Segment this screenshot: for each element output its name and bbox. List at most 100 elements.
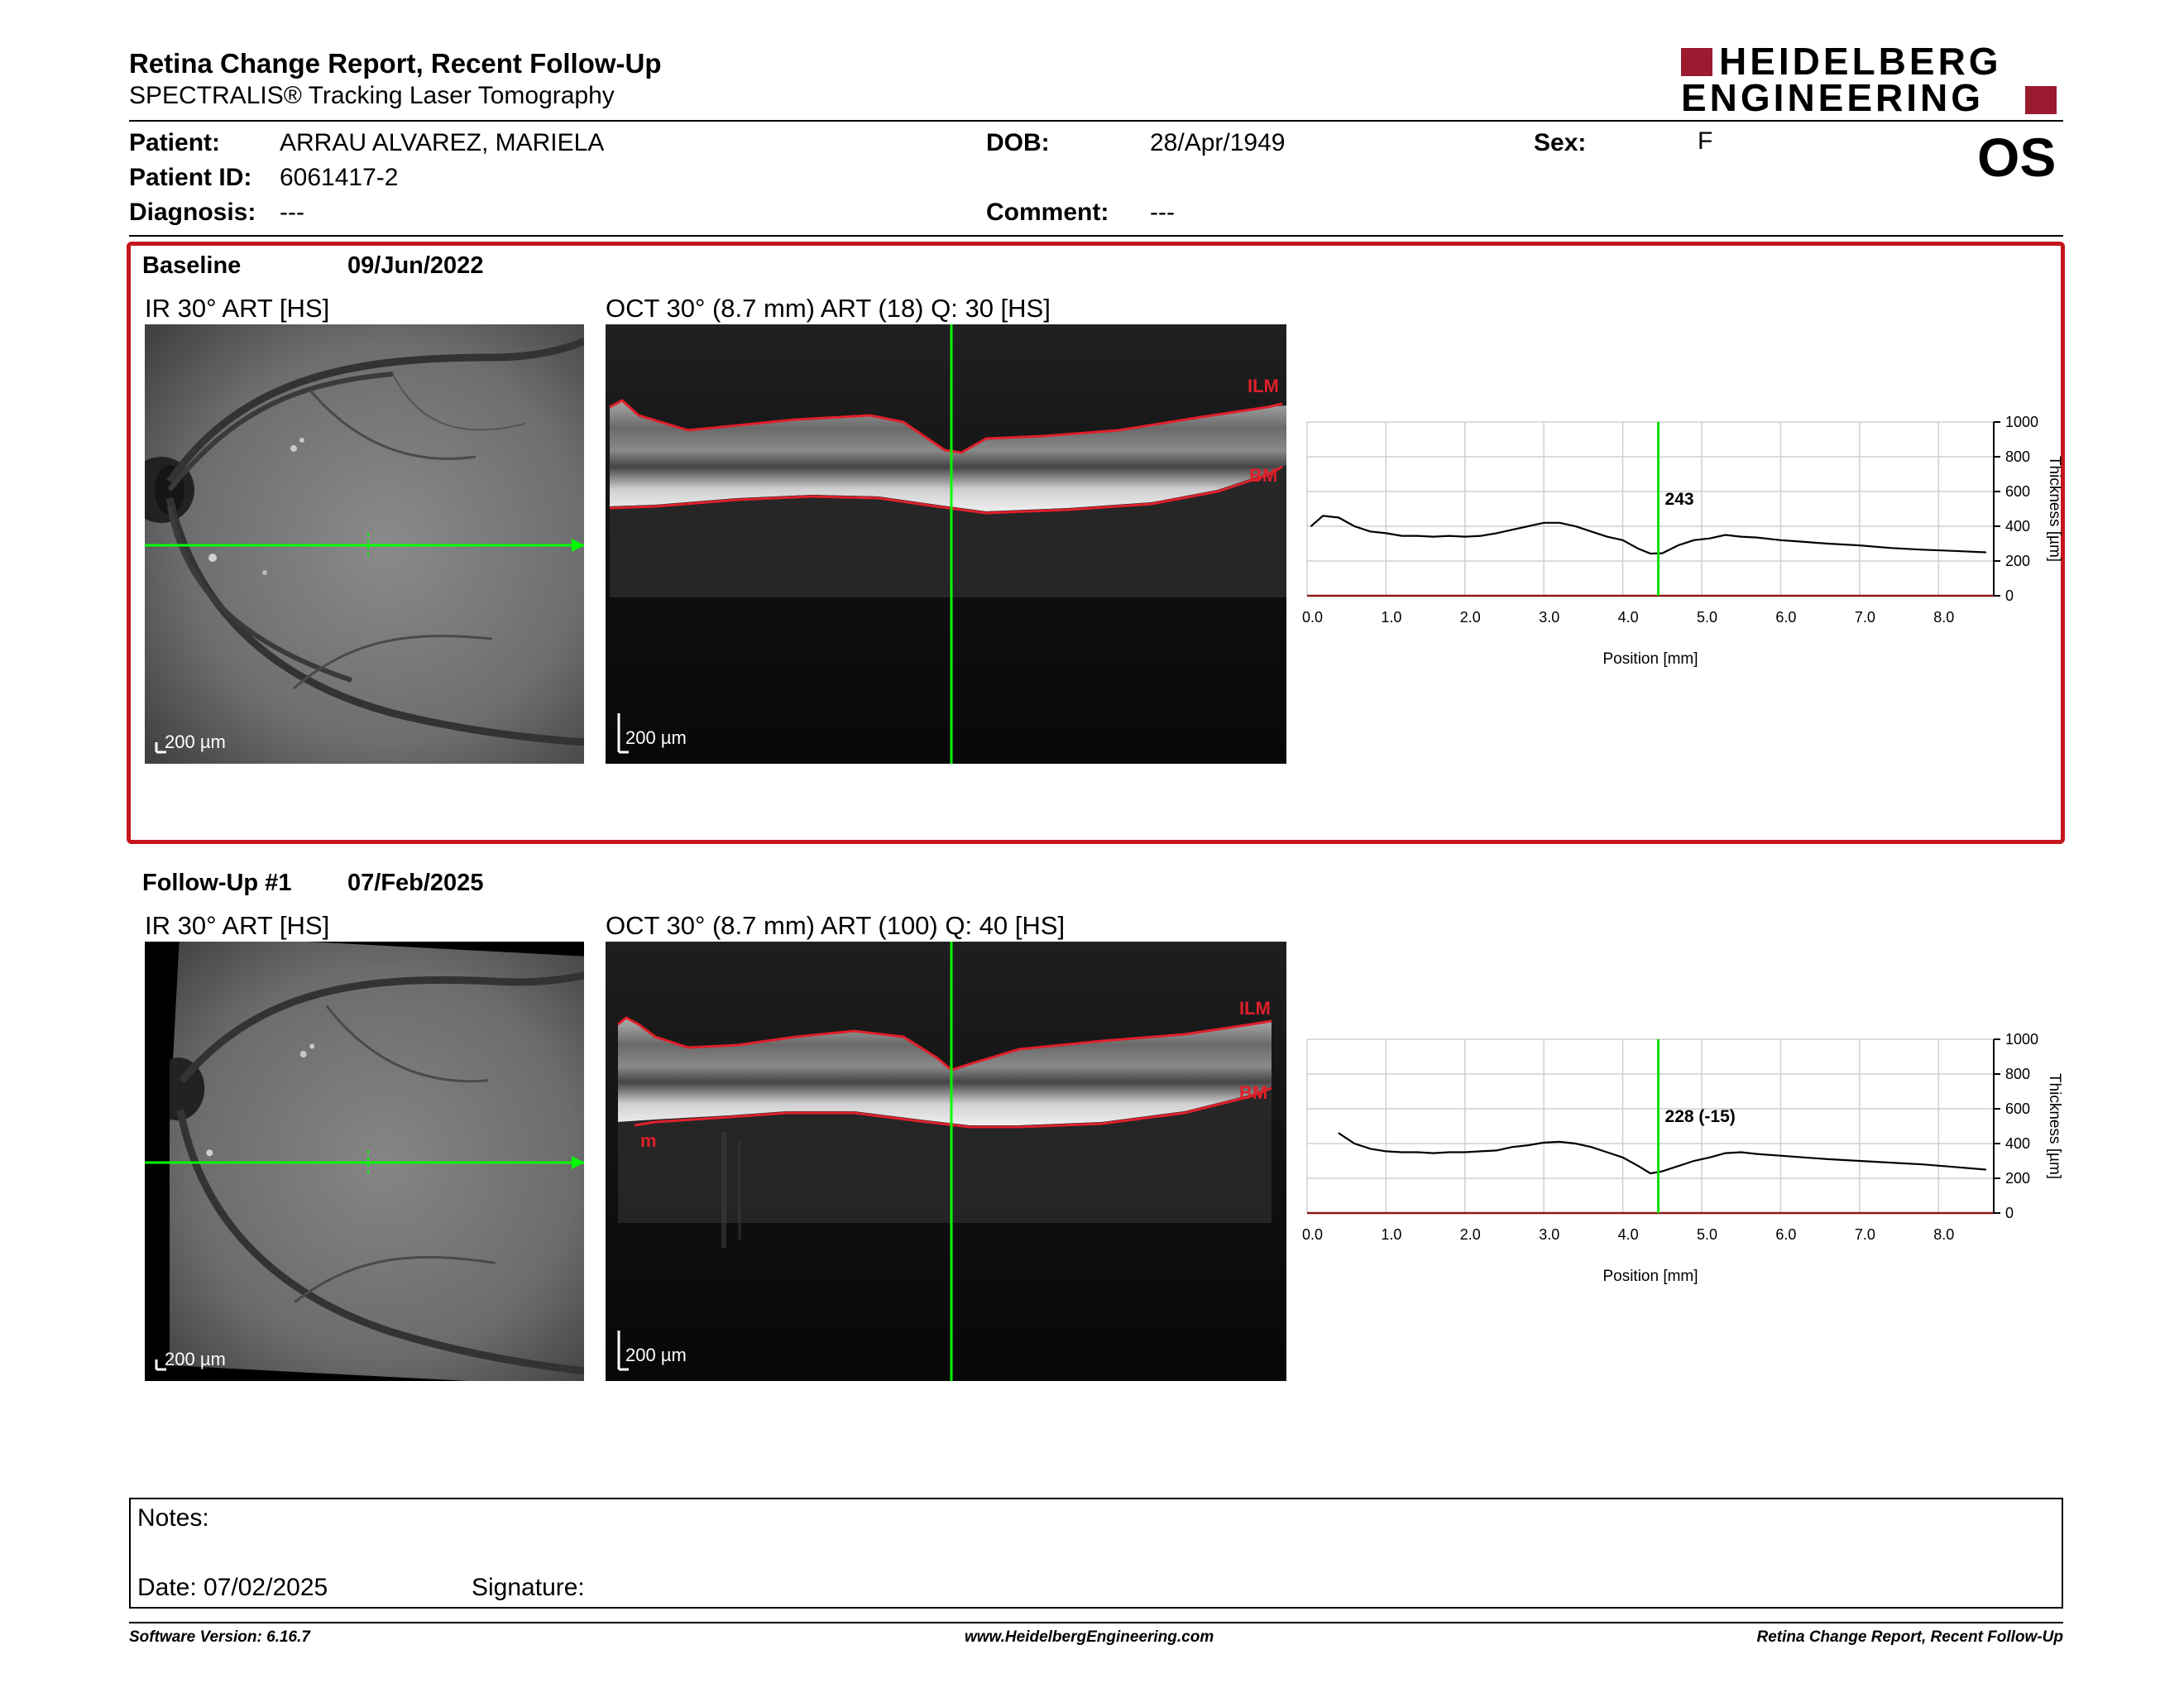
thickness-point: [1448, 535, 1450, 537]
thickness-point: [1432, 535, 1434, 538]
thickness-point: [1496, 1149, 1497, 1152]
thickness-point: [1574, 1143, 1577, 1144]
patient-id-label: Patient ID:: [129, 164, 252, 191]
thickness-point: [1559, 1141, 1561, 1143]
y-tick-label: 800: [2005, 448, 2030, 465]
thickness-point: [1338, 516, 1339, 519]
thickness-point: [1693, 539, 1695, 541]
thickness-point: [1677, 544, 1679, 546]
followup-bm-label: BM: [1239, 1082, 1268, 1103]
baseline-bm-label: BM: [1249, 465, 1278, 486]
thickness-point: [1606, 535, 1608, 538]
thickness-line: [1310, 515, 1986, 555]
comment-value: ---: [1150, 199, 1175, 226]
thickness-point: [1755, 536, 1758, 539]
y-axis-label: Thickness [µm]: [2046, 1073, 2063, 1179]
y-tick-label: 0: [2005, 587, 2014, 604]
y-axis-label: Thickness [µm]: [2046, 456, 2063, 562]
baseline-ir-title: IR 30° ART [HS]: [145, 294, 330, 323]
thickness-point: [1755, 1153, 1758, 1155]
thickness-point: [1559, 522, 1561, 524]
baseline-date: 09/Jun/2022: [347, 252, 484, 279]
baseline-ilm-line: [609, 399, 1283, 454]
x-tick-label: 7.0: [1855, 1226, 1875, 1243]
x-tick-label: 3.0: [1539, 609, 1559, 626]
thickness-point: [1677, 1165, 1679, 1168]
y-tick-label: 400: [2005, 1135, 2030, 1152]
x-tick-label: 4.0: [1618, 1226, 1639, 1243]
thickness-point: [1401, 1151, 1403, 1153]
thickness-point: [1650, 553, 1651, 554]
logo-line1: HEIDELBERG: [1719, 40, 2002, 83]
baseline-thickness-chart: 0 200 400 600 800 1000 0.0 1.0 2.0 3.0 4.0 5.0 6.0 7.…: [1302, 414, 2063, 668]
thickness-point: [1527, 525, 1529, 527]
report-title: Retina Change Report, Recent Follow-Up: [129, 48, 662, 79]
baseline-oct-image[interactable]: ILM BM 200 µm: [606, 324, 1286, 764]
notes-date: Date: 07/02/2025: [137, 1574, 328, 1601]
footer-url[interactable]: www.HeidelbergEngineering.com: [965, 1628, 1214, 1646]
thickness-point: [1661, 1170, 1664, 1172]
thickness-point: [1511, 1146, 1513, 1148]
baseline-ir-scale: 200 µm: [165, 731, 226, 752]
dob-label: DOB:: [986, 129, 1050, 156]
thickness-point: [1724, 534, 1727, 536]
baseline-ir-image[interactable]: 200 µm: [145, 324, 584, 764]
thickness-point: [1574, 525, 1577, 527]
diagnosis-label: Diagnosis:: [129, 199, 256, 226]
thickness-point: [1543, 522, 1545, 524]
patient-divider: [129, 235, 2063, 237]
y-tick-label: 200: [2005, 553, 2030, 569]
thickness-point: [1310, 525, 1312, 527]
x-tick-label: 8.0: [1933, 1226, 1954, 1243]
notes-box: Notes: Date: 07/02/2025 Signature:: [129, 1498, 2063, 1609]
thickness-point: [1890, 547, 1892, 549]
thickness-point: [1637, 548, 1640, 550]
followup-label: Follow-Up #1: [142, 870, 292, 896]
logo-square-bottom: [2025, 86, 2057, 114]
thickness-point: [1353, 525, 1356, 527]
report-subtitle: SPECTRALIS® Tracking Laser Tomography: [129, 82, 615, 109]
thickness-point: [1650, 1172, 1651, 1174]
followup-oct-scale: 200 µm: [625, 1345, 687, 1365]
patient-id: 6061417-2: [280, 164, 399, 191]
followup-ilm-label: ILM: [1239, 998, 1271, 1019]
eye-laterality: OS: [1977, 127, 2057, 188]
thickness-point: [1708, 1157, 1711, 1158]
patient-label: Patient:: [129, 129, 221, 156]
thickness-point: [1985, 1168, 1987, 1171]
sex-label: Sex:: [1534, 129, 1587, 156]
y-tick-label: 1000: [2005, 1031, 2038, 1048]
followup-bm-line: [634, 1086, 1272, 1129]
followup-thickness-chart: 0 200 400 600 800 1000 0.0 1.0 2.0 3.0 4.0 5.0 6.0 7.…: [1302, 1031, 2063, 1285]
x-tick-label: 0.0: [1302, 609, 1323, 626]
thickness-point: [1779, 539, 1782, 541]
y-tick-label: 800: [2005, 1066, 2030, 1082]
thickness-point: [1432, 1152, 1434, 1154]
thickness-line: [1338, 1132, 1986, 1175]
thickness-point: [1890, 1162, 1892, 1163]
x-tick-label: 6.0: [1775, 1226, 1796, 1243]
baseline-bm-line: [609, 465, 1283, 515]
patient-name: ARRAU ALVAREZ, MARIELA: [280, 129, 605, 156]
thickness-point: [1369, 1148, 1372, 1150]
thickness-point: [1543, 1142, 1545, 1144]
x-tick-label: 2.0: [1460, 1226, 1481, 1243]
thickness-point: [1416, 1151, 1419, 1153]
followup-m-label: m: [640, 1130, 657, 1151]
x-tick-label: 0.0: [1302, 1226, 1323, 1243]
followup-ir-image[interactable]: 200 µm: [145, 942, 584, 1381]
x-tick-label: 1.0: [1381, 609, 1401, 626]
thickness-point: [1369, 530, 1372, 533]
thickness-point: [1922, 549, 1923, 551]
x-tick-label: 5.0: [1697, 609, 1717, 626]
y-tick-label: 1000: [2005, 414, 2038, 430]
followup-date: 07/Feb/2025: [347, 870, 484, 896]
thickness-point: [1621, 1157, 1624, 1158]
thickness-point: [1353, 1143, 1356, 1144]
y-tick-label: 600: [2005, 1101, 2030, 1117]
thickness-point: [1803, 541, 1805, 543]
signature-label[interactable]: Signature:: [472, 1574, 585, 1601]
followup-oct-image[interactable]: ILM BM m 200 µm: [606, 942, 1286, 1381]
y-tick-label: 400: [2005, 518, 2030, 535]
x-tick-label: 6.0: [1775, 609, 1796, 626]
